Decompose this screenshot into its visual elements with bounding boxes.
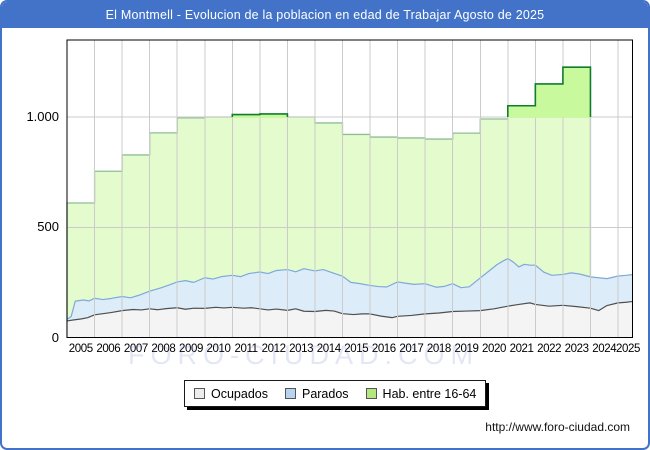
line-parados [66,257,633,320]
x-tick-label: 2009 [178,343,203,355]
x-tick-label: 2013 [289,343,314,355]
x-tick-label: 2025 [616,343,640,355]
x-tick-label: 2019 [454,343,479,355]
ocupados-swatch-icon [194,388,205,399]
x-tick-label: 2021 [509,343,534,355]
x-tick-label: 2012 [261,343,286,355]
footer-url: http://www.foro-ciudad.com [485,420,630,434]
x-tick-label: 2024 [592,343,617,355]
window-title: El Montmell - Evolucion de la poblacion … [2,2,648,28]
plot-border [66,39,633,338]
line-hab-above-1000 [231,113,289,117]
x-tick-label: 2018 [426,343,451,355]
x-tick-label: 2011 [234,343,258,355]
line-ocupados [66,300,633,322]
x-tick-label: 2023 [564,343,589,355]
x-tick-label: 2007 [123,343,148,355]
legend-item-parados: Parados [284,386,349,401]
x-tick-label: 2016 [371,343,396,355]
area-ocupados [67,301,632,338]
legend-item-hab-16-64: Hab. entre 16-64 [365,386,477,401]
x-tick-label: 2008 [151,343,176,355]
legend-item-ocupados: Ocupados [194,387,268,401]
legend-label: Parados [301,386,349,401]
hab-16-64-swatch-icon [365,388,377,399]
line-hab-above-1000 [507,66,592,117]
x-tick-label: 2005 [68,343,93,355]
watermark-text: FORO-CIUDAD.COM [128,340,479,370]
parados-swatch-icon [284,388,296,399]
x-tick-label: 2006 [96,343,121,355]
y-tick-label: 1.000 [26,109,59,124]
x-tick-label: 2015 [344,343,369,355]
legend-label: Ocupados [211,386,268,401]
y-tick-label: 500 [37,219,59,235]
legend-label: Hab. entre 16-64 [382,386,477,401]
legend-box: Ocupados Parados Hab. entre 16-64 [184,380,487,407]
x-tick-label: 2022 [537,343,562,355]
x-tick-label: 2010 [206,343,231,355]
y-tick-label: 0 [51,329,59,345]
area-hab-above-1000 [507,67,591,118]
x-tick-label: 2017 [399,343,424,355]
x-tick-label: 2014 [316,343,341,355]
x-tick-label: 2020 [482,343,507,355]
